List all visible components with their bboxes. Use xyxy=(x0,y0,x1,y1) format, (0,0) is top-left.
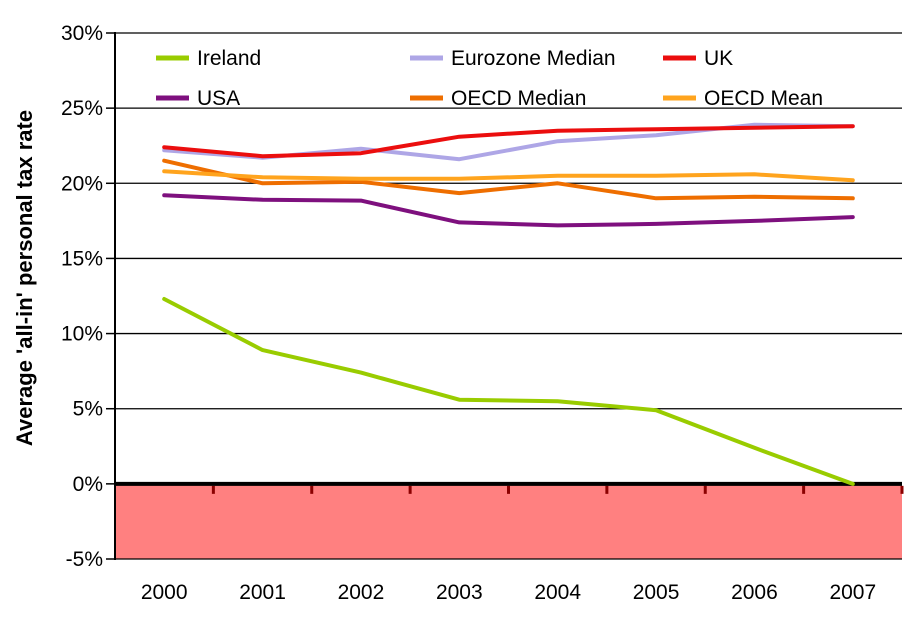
x-tick-label: 2002 xyxy=(338,581,385,604)
series-line-usa xyxy=(162,193,855,228)
legend-label-usa: USA xyxy=(197,87,240,110)
legend-label-oecd-median: OECD Median xyxy=(451,87,586,110)
y-tick-label: 30% xyxy=(61,22,103,45)
y-axis-title: Average 'all-in' personal tax rate xyxy=(12,110,37,446)
x-tick-label: 2003 xyxy=(436,581,483,604)
legend-label-uk: UK xyxy=(704,47,733,70)
y-tick-label: -5% xyxy=(66,548,103,571)
legend-label-ireland: Ireland xyxy=(197,47,261,70)
x-tick-label: 2004 xyxy=(534,581,581,604)
y-tick-label: 25% xyxy=(61,97,103,120)
series-line-eurozone-median xyxy=(162,122,855,162)
series-line-oecd-mean xyxy=(162,169,855,183)
legend-label-oecd-mean: OECD Mean xyxy=(704,87,823,110)
x-tick-label: 2006 xyxy=(731,581,778,604)
legend-label-eurozone-median: Eurozone Median xyxy=(451,47,616,70)
y-tick-label: 0% xyxy=(73,473,103,496)
series-line-oecd-median xyxy=(162,158,855,201)
series-line-uk xyxy=(162,124,855,159)
x-tick-label: 2005 xyxy=(633,581,680,604)
x-tick-label: 2000 xyxy=(141,581,188,604)
series-line-ireland xyxy=(162,297,855,486)
x-tick-label: 2007 xyxy=(829,581,876,604)
y-tick-label: 5% xyxy=(73,398,103,421)
y-tick-label: 15% xyxy=(61,247,103,270)
y-tick-label: 20% xyxy=(61,172,103,195)
negative-region xyxy=(115,483,902,559)
x-tick-label: 2001 xyxy=(239,581,286,604)
y-tick-label: 10% xyxy=(61,323,103,346)
